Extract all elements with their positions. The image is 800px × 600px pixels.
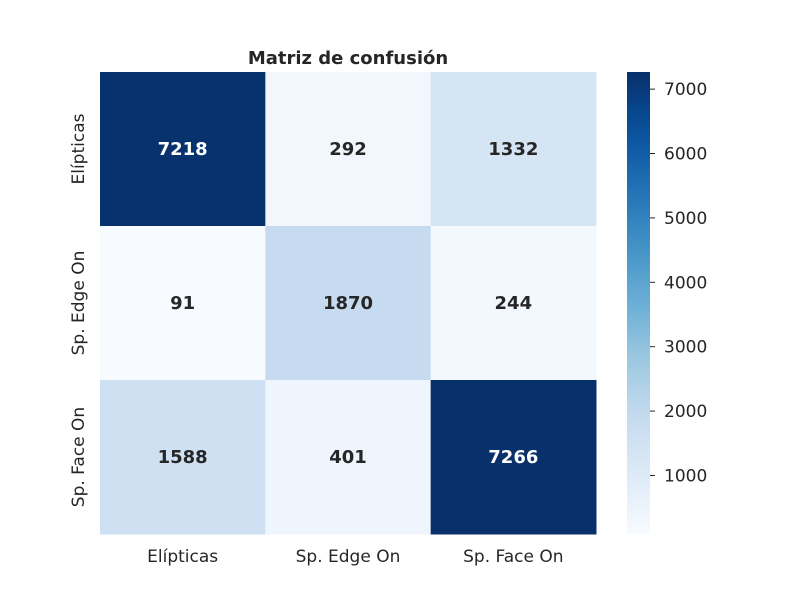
cell-value-label: 292	[329, 139, 367, 160]
colorbar-gradient	[627, 72, 650, 534]
y-tick-label: Elípticas	[69, 113, 89, 184]
colorbar: 1000 2000 3000 4000 5000 6000 7000	[627, 72, 707, 534]
heatmap-cell	[100, 72, 266, 227]
y-tick-label: Sp. Edge On	[69, 251, 89, 356]
heatmap-cell	[265, 380, 432, 535]
y-tick-labels: Elípticas Sp. Edge On Sp. Face On	[69, 113, 89, 507]
heatmap-cell	[100, 380, 266, 535]
cell-value-label: 1588	[158, 447, 208, 468]
heatmap-cell	[265, 226, 432, 381]
colorbar-tick-label: 1000	[664, 466, 707, 486]
x-tick-label: Sp. Edge On	[296, 547, 401, 567]
heatmap-cell	[430, 380, 597, 535]
cell-value-label: 244	[495, 293, 533, 314]
colorbar-tick-label: 2000	[664, 402, 707, 422]
heatmap-cell	[100, 226, 266, 381]
x-tick-label: Elípticas	[147, 547, 218, 567]
cell-value-label: 7218	[158, 139, 208, 160]
cell-value-label: 7266	[488, 447, 538, 468]
colorbar-tick-label: 6000	[664, 145, 707, 165]
colorbar-tick-label: 4000	[664, 273, 707, 293]
colorbar-tick-label: 5000	[664, 209, 707, 229]
colorbar-tick-label: 7000	[664, 80, 707, 100]
heatmap-cell	[430, 226, 597, 381]
heatmap-cell	[430, 72, 597, 227]
heatmap-cells: 7218 292 1332 91 1870 244 1588 401 7266	[100, 72, 597, 535]
colorbar-tick-label: 3000	[664, 338, 707, 358]
cell-value-label: 1870	[323, 293, 373, 314]
cell-value-label: 91	[170, 293, 195, 314]
cell-value-label: 401	[329, 447, 367, 468]
x-tick-label: Sp. Face On	[463, 547, 563, 567]
chart-title: Matriz de confusión	[248, 48, 448, 69]
cell-value-label: 1332	[488, 139, 538, 160]
y-tick-label: Sp. Face On	[69, 407, 89, 507]
heatmap-cell	[265, 72, 432, 227]
x-tick-labels: Elípticas Sp. Edge On Sp. Face On	[147, 547, 563, 567]
